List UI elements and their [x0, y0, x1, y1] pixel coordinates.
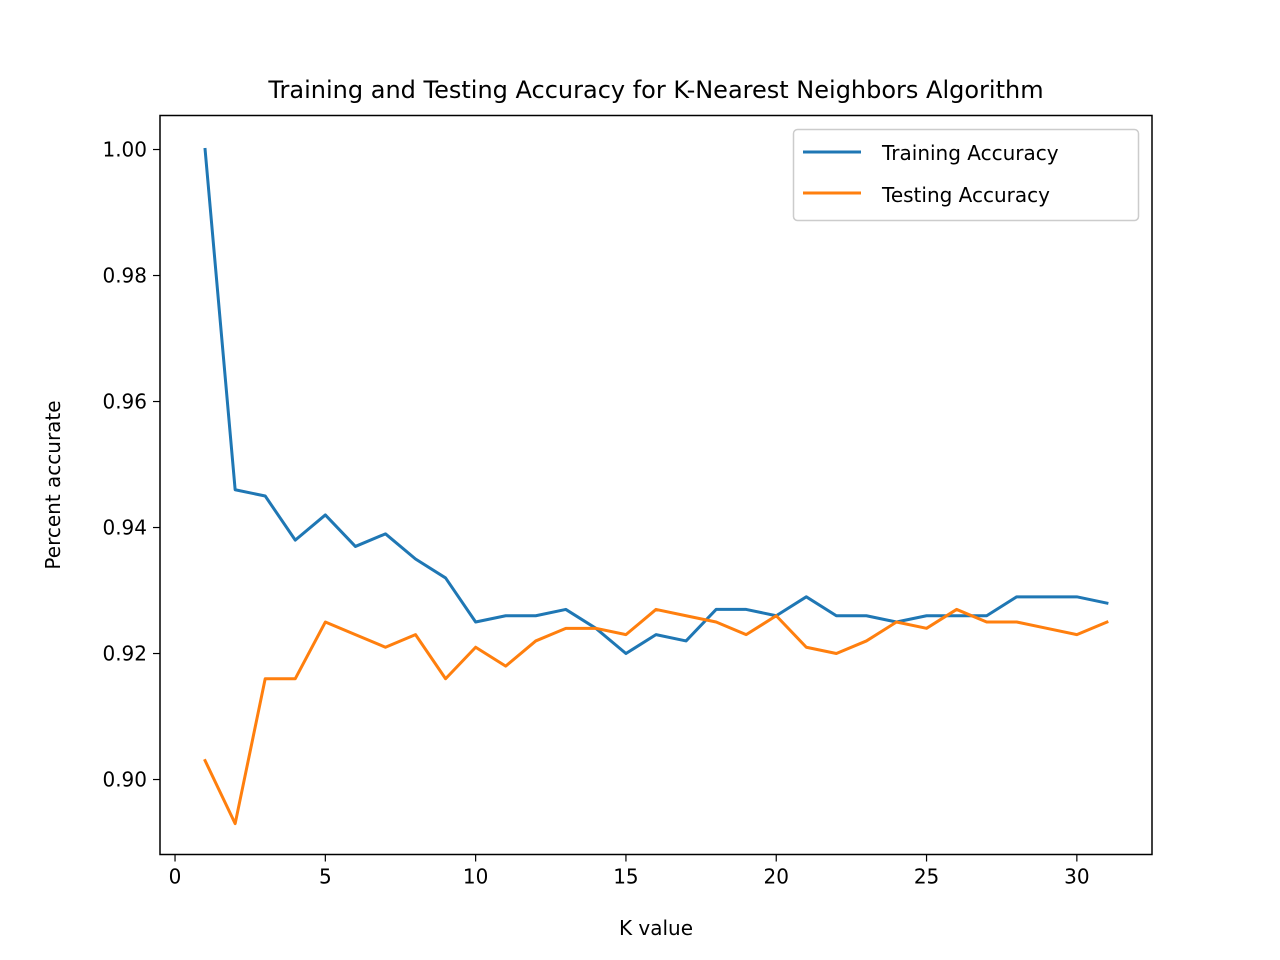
x-tick-label: 5	[319, 865, 332, 889]
x-axis-ticks: 0 5 10 15 20 25 30	[169, 854, 1090, 889]
legend-box	[792, 128, 1140, 222]
y-tick-label: 1.00	[102, 138, 147, 162]
training-accuracy-line	[203, 147, 1109, 656]
x-tick-label: 25	[914, 865, 939, 889]
x-tick-label: 0	[169, 865, 182, 889]
x-axis-label: K value	[619, 916, 693, 940]
axes-frame	[159, 114, 1153, 856]
y-tick-label: 0.92	[102, 642, 147, 666]
y-tick-label: 0.96	[102, 390, 147, 414]
x-tick-label: 15	[613, 865, 638, 889]
y-tick-label: 0.90	[102, 768, 147, 792]
x-tick-label: 30	[1064, 865, 1089, 889]
legend-label-training: Training Accuracy	[881, 141, 1059, 165]
chart-title: Training and Testing Accuracy for K-Near…	[267, 76, 1043, 104]
x-tick-label: 20	[764, 865, 789, 889]
y-tick-label: 0.98	[102, 264, 147, 288]
testing-accuracy-line	[203, 607, 1109, 826]
plot-area	[203, 147, 1109, 826]
x-tick-label: 10	[463, 865, 488, 889]
legend: Training Accuracy Testing Accuracy	[792, 128, 1140, 222]
y-axis-label: Percent accurate	[41, 400, 65, 569]
legend-label-testing: Testing Accuracy	[881, 183, 1050, 207]
y-axis-ticks: 0.90 0.92 0.94 0.96 0.98 1.00	[102, 138, 160, 792]
y-tick-label: 0.94	[102, 516, 147, 540]
